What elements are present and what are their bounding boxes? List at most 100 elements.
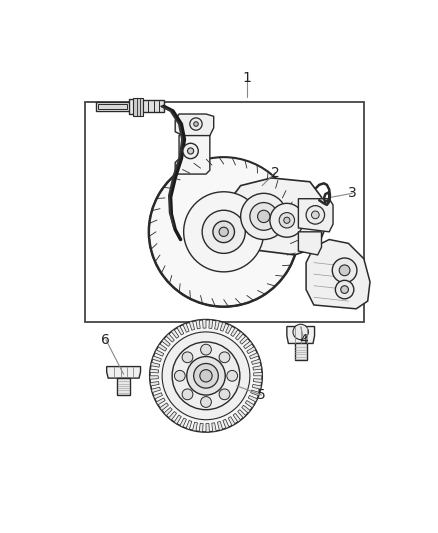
- Circle shape: [332, 258, 357, 282]
- Text: 2: 2: [271, 166, 280, 180]
- Polygon shape: [150, 369, 159, 373]
- Polygon shape: [175, 132, 210, 174]
- Polygon shape: [244, 341, 252, 349]
- Circle shape: [183, 143, 198, 159]
- Circle shape: [250, 203, 278, 230]
- Polygon shape: [240, 336, 248, 344]
- Polygon shape: [298, 199, 333, 232]
- Circle shape: [194, 122, 198, 126]
- Circle shape: [201, 397, 212, 407]
- Circle shape: [240, 193, 287, 239]
- Polygon shape: [242, 405, 250, 413]
- Circle shape: [162, 332, 250, 419]
- Circle shape: [311, 211, 319, 219]
- Circle shape: [258, 210, 270, 223]
- Polygon shape: [231, 328, 238, 336]
- Polygon shape: [233, 414, 240, 422]
- Polygon shape: [129, 99, 142, 114]
- Circle shape: [182, 389, 193, 400]
- Circle shape: [174, 370, 185, 381]
- Polygon shape: [238, 409, 246, 418]
- Polygon shape: [96, 102, 133, 111]
- Polygon shape: [229, 178, 325, 255]
- Polygon shape: [212, 423, 216, 432]
- Polygon shape: [186, 421, 192, 430]
- Polygon shape: [164, 407, 172, 416]
- Circle shape: [227, 370, 237, 381]
- Text: 3: 3: [348, 187, 357, 200]
- Polygon shape: [141, 100, 164, 112]
- Polygon shape: [203, 320, 206, 328]
- Polygon shape: [254, 373, 262, 376]
- Polygon shape: [183, 323, 189, 332]
- Polygon shape: [189, 321, 194, 330]
- Polygon shape: [107, 367, 141, 378]
- Circle shape: [184, 192, 264, 272]
- Polygon shape: [180, 418, 187, 427]
- Circle shape: [339, 265, 350, 276]
- Polygon shape: [171, 329, 179, 338]
- Circle shape: [150, 320, 262, 432]
- Circle shape: [213, 221, 234, 243]
- Polygon shape: [217, 422, 223, 430]
- Polygon shape: [250, 353, 258, 359]
- Circle shape: [341, 286, 349, 294]
- Polygon shape: [153, 393, 162, 399]
- Polygon shape: [247, 347, 256, 353]
- Polygon shape: [226, 325, 232, 334]
- Polygon shape: [196, 320, 200, 329]
- Text: 4: 4: [300, 333, 308, 346]
- Circle shape: [194, 364, 218, 388]
- Polygon shape: [287, 327, 314, 343]
- Polygon shape: [174, 415, 181, 424]
- Circle shape: [306, 206, 325, 224]
- Polygon shape: [133, 98, 143, 116]
- Polygon shape: [193, 422, 198, 431]
- Polygon shape: [206, 423, 209, 432]
- Text: 5: 5: [257, 388, 266, 402]
- Polygon shape: [175, 114, 214, 135]
- Circle shape: [190, 118, 202, 130]
- Polygon shape: [160, 403, 169, 410]
- Circle shape: [279, 213, 294, 228]
- Polygon shape: [253, 366, 262, 370]
- Polygon shape: [306, 239, 370, 309]
- Polygon shape: [150, 376, 159, 379]
- Circle shape: [202, 210, 245, 253]
- Polygon shape: [152, 387, 160, 392]
- Circle shape: [270, 203, 304, 237]
- Circle shape: [187, 357, 225, 395]
- Polygon shape: [220, 322, 226, 331]
- Polygon shape: [294, 343, 307, 360]
- Polygon shape: [251, 359, 261, 365]
- Circle shape: [182, 352, 193, 362]
- Polygon shape: [236, 332, 243, 340]
- Polygon shape: [209, 320, 213, 328]
- Polygon shape: [152, 356, 161, 361]
- Polygon shape: [252, 384, 261, 389]
- Circle shape: [172, 342, 240, 410]
- Bar: [85, 102, 364, 322]
- Polygon shape: [151, 362, 159, 367]
- Polygon shape: [199, 423, 203, 432]
- Polygon shape: [150, 382, 159, 386]
- Polygon shape: [251, 390, 260, 395]
- Polygon shape: [158, 344, 167, 351]
- Circle shape: [187, 148, 194, 154]
- Text: 6: 6: [102, 333, 110, 346]
- Polygon shape: [215, 320, 219, 329]
- Circle shape: [219, 227, 228, 237]
- Circle shape: [201, 344, 212, 355]
- Circle shape: [336, 280, 354, 299]
- Circle shape: [219, 389, 230, 400]
- Polygon shape: [228, 417, 235, 425]
- Polygon shape: [98, 104, 127, 109]
- Text: 1: 1: [242, 71, 251, 85]
- Circle shape: [284, 217, 290, 223]
- Circle shape: [149, 157, 298, 306]
- Polygon shape: [248, 395, 257, 402]
- Polygon shape: [254, 378, 262, 383]
- Polygon shape: [169, 411, 177, 420]
- Polygon shape: [177, 326, 184, 335]
- Circle shape: [219, 352, 230, 362]
